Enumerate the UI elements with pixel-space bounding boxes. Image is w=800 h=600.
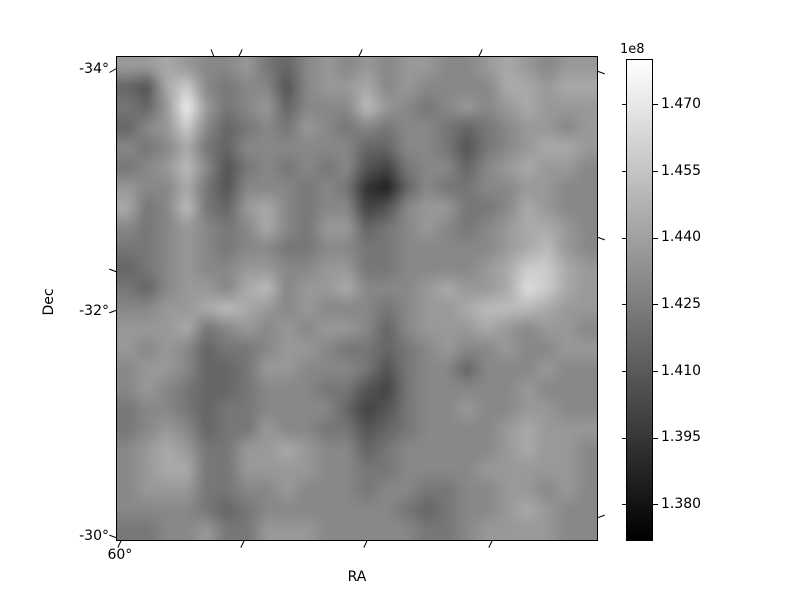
- frame-tick-bottom: [488, 540, 493, 548]
- colorbar-tick-label: 1.470: [661, 95, 702, 112]
- colorbar-tick-left: [622, 371, 627, 373]
- colorbar-tick-label: 1.425: [661, 295, 702, 312]
- colorbar-tick-right: [653, 437, 658, 439]
- colorbar-gradient: [627, 60, 652, 540]
- frame-tick-bottom: [240, 540, 245, 548]
- colorbar-tick-left: [622, 304, 627, 306]
- colorbar-tick-right: [653, 304, 658, 306]
- colorbar-tick-label: 1.395: [661, 429, 702, 446]
- y-axis-label-text: Dec: [41, 288, 57, 316]
- colorbar-tick-label: 1.380: [661, 495, 702, 512]
- colorbar-tick-left: [622, 437, 627, 439]
- colorbar-frame: [626, 59, 653, 541]
- colorbar-tick-label: 1.455: [661, 162, 702, 179]
- colorbar-tick-right: [653, 504, 658, 506]
- colorbar-tick-right: [653, 171, 658, 173]
- colorbar-tick-right: [653, 371, 658, 373]
- dec-tick-label: -34°: [79, 61, 109, 78]
- colorbar-tick-left: [622, 504, 627, 506]
- frame-tick-bottom: [363, 540, 368, 548]
- colorbar-scale-label: 1e8: [620, 42, 645, 57]
- x-axis-label: RA: [347, 569, 367, 585]
- frame-tick-right: [597, 236, 605, 241]
- plot-frame: [116, 56, 598, 541]
- dec-tick-label: -32°: [79, 302, 109, 319]
- colorbar-tick-right: [653, 237, 658, 239]
- ra-tick-label: 60°: [107, 547, 133, 563]
- heatmap-image: [117, 57, 597, 540]
- colorbar-tick-label: 1.440: [661, 229, 702, 246]
- frame-tick-right: [597, 70, 605, 75]
- colorbar-tick-left: [622, 171, 627, 173]
- colorbar-tick-left: [622, 237, 627, 239]
- frame-tick-right: [597, 514, 605, 519]
- colorbar-tick-label: 1.410: [661, 362, 702, 379]
- dec-tick-label: -30°: [79, 527, 109, 544]
- colorbar-tick-left: [622, 104, 627, 106]
- colorbar-tick-right: [653, 104, 658, 106]
